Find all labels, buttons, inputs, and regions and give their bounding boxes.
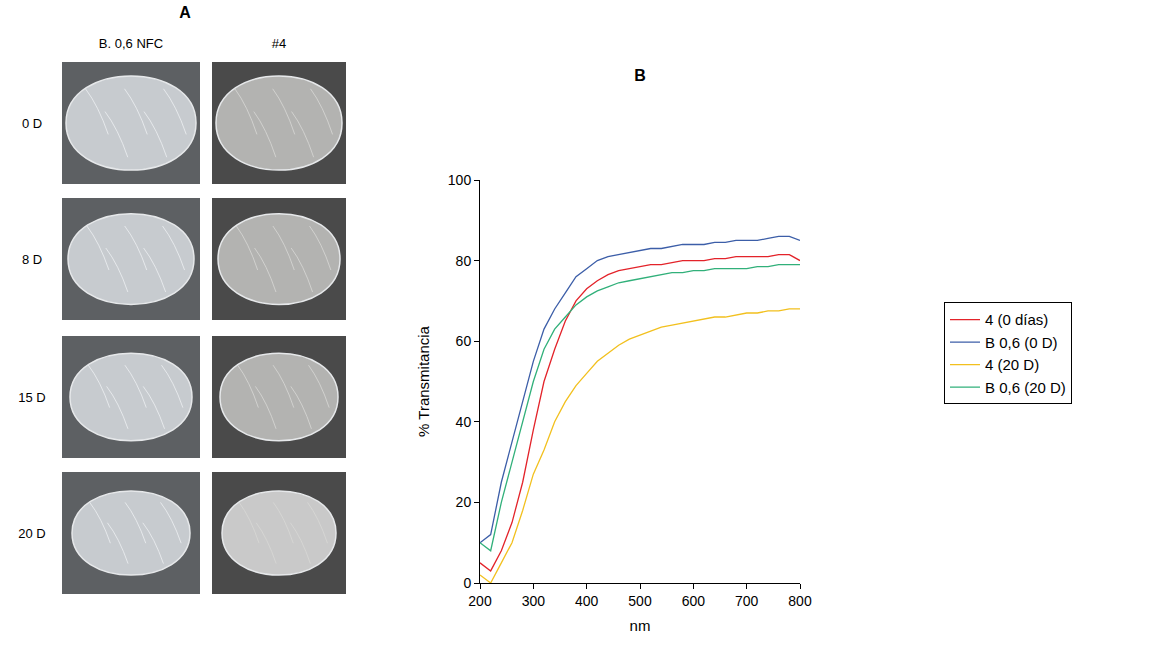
- svg-text:500: 500: [628, 593, 652, 609]
- svg-text:200: 200: [468, 593, 492, 609]
- svg-text:% Transmitancia: % Transmitancia: [415, 325, 432, 437]
- svg-text:#4: #4: [272, 36, 286, 51]
- svg-text:100: 100: [448, 172, 472, 188]
- svg-text:B: B: [634, 67, 646, 84]
- svg-text:B. 0,6 NFC: B. 0,6 NFC: [99, 36, 163, 51]
- svg-text:4 (20 D): 4 (20 D): [985, 356, 1039, 373]
- svg-text:20 D: 20 D: [18, 526, 45, 541]
- svg-text:nm: nm: [630, 617, 651, 634]
- svg-text:4 (0 días): 4 (0 días): [985, 311, 1048, 328]
- svg-text:400: 400: [575, 593, 599, 609]
- svg-text:15 D: 15 D: [18, 390, 45, 405]
- svg-text:700: 700: [735, 593, 759, 609]
- svg-text:80: 80: [456, 253, 472, 269]
- svg-text:60: 60: [456, 333, 472, 349]
- svg-text:0: 0: [463, 575, 471, 591]
- svg-text:40: 40: [456, 414, 472, 430]
- svg-text:B 0,6 (0 D): B 0,6 (0 D): [985, 334, 1058, 351]
- svg-text:300: 300: [522, 593, 546, 609]
- svg-text:800: 800: [788, 593, 812, 609]
- svg-text:20: 20: [456, 494, 472, 510]
- svg-text:B 0,6 (20 D): B 0,6 (20 D): [985, 379, 1066, 396]
- svg-text:A: A: [179, 4, 191, 21]
- svg-text:600: 600: [682, 593, 706, 609]
- svg-text:8 D: 8 D: [22, 252, 42, 267]
- svg-text:0 D: 0 D: [22, 116, 42, 131]
